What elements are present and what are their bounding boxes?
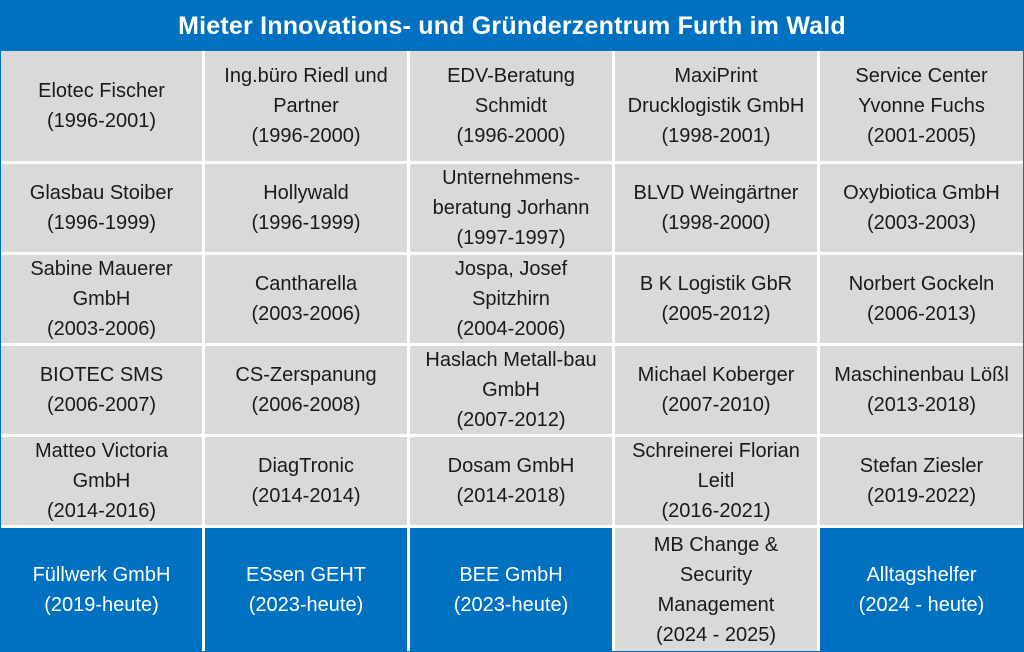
tenant-name: Unternehmens-beratung Jorhann	[432, 167, 590, 219]
tenant-cell: Service Center Yvonne Fuchs (2001-2005)	[820, 51, 1023, 164]
tenant-years: (2019-2022)	[867, 485, 976, 507]
current-tenant-cell: Füllwerk GmbH (2019-heute)	[1, 528, 205, 651]
tenant-cell: Sabine Mauerer GmbH (2003-2006)	[1, 255, 205, 346]
tenant-name: Dosam GmbH	[447, 455, 575, 477]
tenant-years: (2007-2012)	[456, 409, 566, 431]
tenant-name: Cantharella	[254, 273, 358, 295]
tenant-years: (2006-2007)	[47, 394, 156, 416]
tenant-cell: Dosam GmbH (2014-2018)	[410, 437, 615, 528]
tenant-cell: EDV-Beratung Schmidt (1996-2000)	[410, 51, 615, 164]
tenant-cell: Matteo Victoria GmbH (2014-2016)	[1, 437, 205, 528]
tenant-name: Schreinerei Florian Leitl	[632, 440, 800, 492]
tenant-name: BEE GmbH	[459, 563, 563, 586]
tenant-years: (1996-2000)	[251, 125, 361, 147]
tenant-name: Füllwerk GmbH	[32, 563, 171, 586]
tenant-name: MaxiPrint Drucklogistik GmbH	[627, 65, 805, 117]
current-tenant-cell: ESsen GEHT (2023-heute)	[205, 528, 410, 651]
tenant-years: (1998-2001)	[661, 125, 771, 147]
tenant-years: (2007-2010)	[661, 394, 771, 416]
page-title: Mieter Innovations- und Gründerzentrum F…	[1, 1, 1023, 51]
current-tenant-cell: BEE GmbH (2023-heute)	[410, 528, 615, 651]
tenant-name: DiagTronic	[258, 455, 354, 477]
tenant-name: Norbert Gockeln	[848, 273, 995, 295]
tenant-name: Sabine Mauerer GmbH	[30, 258, 173, 310]
tenant-cell: Jospa, Josef Spitzhirn (2004-2006)	[410, 255, 615, 346]
tenant-years: (2001-2005)	[867, 125, 976, 147]
tenant-years: (2023-heute)	[248, 593, 364, 616]
tenant-name: Stefan Ziesler	[859, 455, 984, 477]
tenant-cell: Schreinerei Florian Leitl (2016-2021)	[615, 437, 820, 528]
tenant-cell: Norbert Gockeln (2006-2013)	[820, 255, 1023, 346]
tenant-name: Jospa, Josef Spitzhirn	[454, 258, 568, 310]
tenant-years: (2019-heute)	[44, 593, 159, 616]
tenant-years: (1996-1999)	[251, 212, 361, 234]
tenant-years: (2023-heute)	[453, 593, 569, 616]
tenant-grid: Elotec Fischer (1996-2001) Ing.büro Riedl…	[1, 51, 1023, 651]
tenant-years: (2004-2006)	[456, 318, 566, 340]
tenant-years: (2003-2006)	[47, 318, 156, 340]
tenant-cell: Cantharella (2003-2006)	[205, 255, 410, 346]
tenant-years: (2024 - 2025)	[655, 623, 777, 646]
tenant-years: (1996-1999)	[47, 212, 156, 234]
tenant-name: BLVD Weingärtner	[633, 182, 799, 204]
tenant-name: MB Change & Security Management	[653, 533, 779, 616]
tenant-name: Ing.büro Riedl und Partner	[224, 65, 388, 117]
tenant-name: ESsen GEHT	[245, 563, 367, 586]
tenant-cell: Michael Koberger (2007-2010)	[615, 346, 820, 437]
tenant-cell: Unternehmens-beratung Jorhann (1997-1997)	[410, 164, 615, 255]
current-tenant-cell: Alltagshelfer (2024 - heute)	[820, 528, 1023, 651]
tenant-cell: Elotec Fischer (1996-2001)	[1, 51, 205, 164]
tenant-cell: B K Logistik GbR (2005-2012)	[615, 255, 820, 346]
tenant-name: Maschinenbau Lößl	[834, 364, 1009, 386]
tenant-years: (2016-2021)	[661, 500, 771, 522]
tenant-name: Michael Koberger	[637, 364, 795, 386]
tenant-name: Hollywald	[263, 182, 349, 204]
tenant-years: (2006-2013)	[867, 303, 976, 325]
tenant-name: Glasbau Stoiber	[29, 182, 174, 204]
tenant-cell: BLVD Weingärtner (1998-2000)	[615, 164, 820, 255]
tenant-cell: CS-Zerspanung (2006-2008)	[205, 346, 410, 437]
tenant-name: CS-Zerspanung	[235, 364, 377, 386]
tenant-name: Oxybiotica GmbH	[843, 182, 1000, 204]
tenant-cell: MB Change & Security Management (2024 - 2…	[615, 528, 820, 651]
tenant-cell: DiagTronic (2014-2014)	[205, 437, 410, 528]
tenant-years: (1996-2001)	[47, 110, 156, 132]
tenant-years: (2003-2006)	[251, 303, 361, 325]
tenant-cell: Maschinenbau Lößl (2013-2018)	[820, 346, 1023, 437]
tenant-cell: Glasbau Stoiber (1996-1999)	[1, 164, 205, 255]
tenant-cell: Hollywald (1996-1999)	[205, 164, 410, 255]
tenant-cell: BIOTEC SMS (2006-2007)	[1, 346, 205, 437]
tenant-years: (2006-2008)	[251, 394, 361, 416]
tenant-years: (2013-2018)	[867, 394, 976, 416]
tenant-cell: Oxybiotica GmbH (2003-2003)	[820, 164, 1023, 255]
tenant-years: (2005-2012)	[661, 303, 771, 325]
tenant-name: B K Logistik GbR	[639, 273, 793, 295]
tenant-years: (2024 - heute)	[858, 593, 985, 616]
tenant-name: Service Center Yvonne Fuchs	[855, 65, 988, 117]
tenant-name: Matteo Victoria GmbH	[34, 440, 169, 492]
tenant-name: Alltagshelfer	[866, 563, 977, 586]
tenant-years: (1997-1997)	[456, 227, 566, 249]
tenant-name: BIOTEC SMS	[39, 364, 164, 386]
tenant-cell: MaxiPrint Drucklogistik GmbH (1998-2001)	[615, 51, 820, 164]
tenant-cell: Stefan Ziesler (2019-2022)	[820, 437, 1023, 528]
tenant-years: (2014-2016)	[47, 500, 156, 522]
tenant-name: Elotec Fischer	[38, 80, 165, 102]
tenant-cell: Haslach Metall-bau GmbH (2007-2012)	[410, 346, 615, 437]
tenant-name: EDV-Beratung Schmidt	[447, 65, 575, 117]
tenant-name: Haslach Metall-bau GmbH	[425, 349, 597, 401]
tenant-years: (2003-2003)	[867, 212, 976, 234]
tenant-years: (1998-2000)	[661, 212, 771, 234]
tenant-years: (2014-2018)	[456, 485, 566, 507]
tenant-years: (2014-2014)	[251, 485, 361, 507]
tenant-cell: Ing.büro Riedl und Partner (1996-2000)	[205, 51, 410, 164]
tenant-years: (1996-2000)	[456, 125, 566, 147]
